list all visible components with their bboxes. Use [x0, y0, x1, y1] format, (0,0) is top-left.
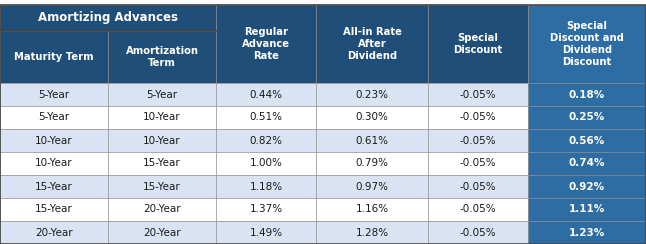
Text: Special
Discount and
Dividend
Discount: Special Discount and Dividend Discount [550, 21, 624, 67]
Text: 20-Year: 20-Year [143, 227, 181, 237]
Bar [0, 106, 108, 129]
Bar [428, 198, 528, 221]
Bar [216, 129, 316, 152]
Text: 0.30%: 0.30% [355, 112, 388, 122]
Text: 0.51%: 0.51% [249, 112, 282, 122]
Text: 15-Year: 15-Year [35, 182, 73, 192]
Text: 10-Year: 10-Year [35, 159, 73, 169]
Text: 15-Year: 15-Year [143, 182, 181, 192]
Text: 5-Year: 5-Year [39, 90, 70, 100]
Bar [108, 198, 216, 221]
Bar [108, 175, 216, 198]
Bar [528, 152, 646, 175]
Text: 20-Year: 20-Year [143, 204, 181, 214]
Text: 5-Year: 5-Year [39, 112, 70, 122]
Bar [528, 221, 646, 244]
Bar [428, 152, 528, 175]
Bar [0, 198, 108, 221]
Text: 10-Year: 10-Year [143, 112, 181, 122]
Bar [0, 152, 108, 175]
Text: 0.82%: 0.82% [249, 135, 282, 145]
Text: 0.56%: 0.56% [569, 135, 605, 145]
Bar [216, 175, 316, 198]
Bar [216, 152, 316, 175]
Text: Maturity Term: Maturity Term [14, 52, 94, 62]
Text: All-in Rate
After
Dividend: All-in Rate After Dividend [342, 27, 401, 61]
Text: 5-Year: 5-Year [147, 90, 178, 100]
Text: 0.25%: 0.25% [569, 112, 605, 122]
Bar [108, 106, 216, 129]
Bar [108, 83, 216, 106]
Bar [108, 129, 216, 152]
Text: 1.18%: 1.18% [249, 182, 282, 192]
Text: 0.74%: 0.74% [568, 159, 605, 169]
Text: Amortizing Advances: Amortizing Advances [38, 11, 178, 24]
Text: 1.00%: 1.00% [249, 159, 282, 169]
Text: 1.16%: 1.16% [355, 204, 388, 214]
Bar [0, 31, 108, 83]
Text: -0.05%: -0.05% [460, 159, 496, 169]
Bar [216, 198, 316, 221]
Bar [528, 175, 646, 198]
Bar [428, 106, 528, 129]
Bar [528, 5, 646, 83]
Bar [216, 83, 316, 106]
Bar [108, 152, 216, 175]
Bar [316, 5, 428, 83]
Bar [428, 5, 528, 83]
Text: -0.05%: -0.05% [460, 90, 496, 100]
Text: 15-Year: 15-Year [143, 159, 181, 169]
Bar [216, 221, 316, 244]
Text: -0.05%: -0.05% [460, 227, 496, 237]
Text: 1.37%: 1.37% [249, 204, 282, 214]
Bar [0, 175, 108, 198]
Text: -0.05%: -0.05% [460, 112, 496, 122]
Text: 1.49%: 1.49% [249, 227, 282, 237]
Bar [428, 221, 528, 244]
Bar [316, 83, 428, 106]
Bar [528, 106, 646, 129]
Bar [0, 5, 216, 31]
Text: Regular
Advance
Rate: Regular Advance Rate [242, 27, 290, 61]
Bar [316, 106, 428, 129]
Bar [0, 221, 108, 244]
Text: 0.18%: 0.18% [569, 90, 605, 100]
Bar [316, 129, 428, 152]
Text: 20-Year: 20-Year [35, 227, 73, 237]
Text: 1.11%: 1.11% [569, 204, 605, 214]
Bar [528, 198, 646, 221]
Text: -0.05%: -0.05% [460, 135, 496, 145]
Text: 15-Year: 15-Year [35, 204, 73, 214]
Bar [108, 221, 216, 244]
Bar [0, 83, 108, 106]
Text: 1.23%: 1.23% [569, 227, 605, 237]
Bar [316, 175, 428, 198]
Bar [216, 5, 316, 83]
Text: 0.97%: 0.97% [355, 182, 388, 192]
Text: 0.79%: 0.79% [355, 159, 388, 169]
Bar [108, 31, 216, 83]
Text: 0.23%: 0.23% [355, 90, 388, 100]
Bar [528, 129, 646, 152]
Bar [428, 83, 528, 106]
Bar [0, 129, 108, 152]
Bar [316, 198, 428, 221]
Bar [428, 129, 528, 152]
Bar [216, 106, 316, 129]
Text: -0.05%: -0.05% [460, 204, 496, 214]
Text: 10-Year: 10-Year [35, 135, 73, 145]
Bar [316, 221, 428, 244]
Text: 10-Year: 10-Year [143, 135, 181, 145]
Text: 1.28%: 1.28% [355, 227, 388, 237]
Text: Amortization
Term: Amortization Term [125, 46, 198, 68]
Text: Special
Discount: Special Discount [453, 33, 503, 55]
Text: 0.92%: 0.92% [569, 182, 605, 192]
Text: -0.05%: -0.05% [460, 182, 496, 192]
Bar [428, 175, 528, 198]
Bar [528, 83, 646, 106]
Bar [316, 152, 428, 175]
Text: 0.44%: 0.44% [249, 90, 282, 100]
Text: 0.61%: 0.61% [355, 135, 388, 145]
